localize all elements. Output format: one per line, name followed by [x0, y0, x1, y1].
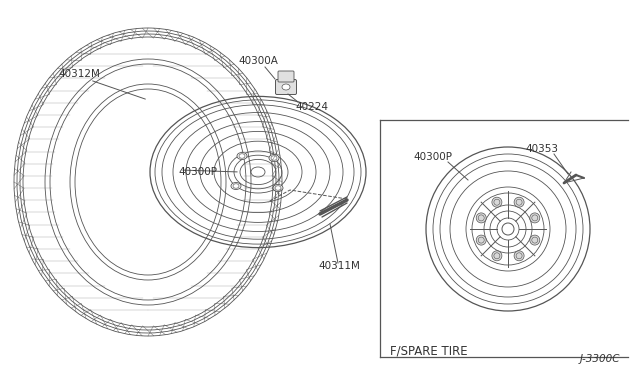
Ellipse shape — [237, 153, 247, 160]
Text: J-3300C: J-3300C — [579, 354, 620, 364]
Ellipse shape — [231, 183, 241, 189]
Text: 40300P: 40300P — [413, 152, 452, 162]
Ellipse shape — [269, 154, 279, 161]
Circle shape — [502, 223, 514, 235]
Circle shape — [514, 197, 524, 207]
Circle shape — [476, 235, 486, 245]
FancyBboxPatch shape — [275, 80, 296, 94]
Text: 40300P: 40300P — [178, 167, 217, 177]
Ellipse shape — [251, 167, 265, 177]
Text: 40224: 40224 — [295, 102, 328, 112]
Circle shape — [492, 197, 502, 207]
Text: F/SPARE TIRE: F/SPARE TIRE — [390, 344, 468, 357]
Circle shape — [530, 235, 540, 245]
Text: 40300A: 40300A — [238, 56, 278, 66]
Text: 40353: 40353 — [525, 144, 558, 154]
Circle shape — [514, 251, 524, 261]
Ellipse shape — [273, 185, 283, 192]
Circle shape — [530, 213, 540, 223]
Circle shape — [476, 213, 486, 223]
Text: 40312M: 40312M — [58, 69, 100, 79]
FancyBboxPatch shape — [278, 71, 294, 82]
Text: 40311M: 40311M — [318, 261, 360, 271]
Ellipse shape — [282, 84, 290, 90]
Circle shape — [492, 251, 502, 261]
